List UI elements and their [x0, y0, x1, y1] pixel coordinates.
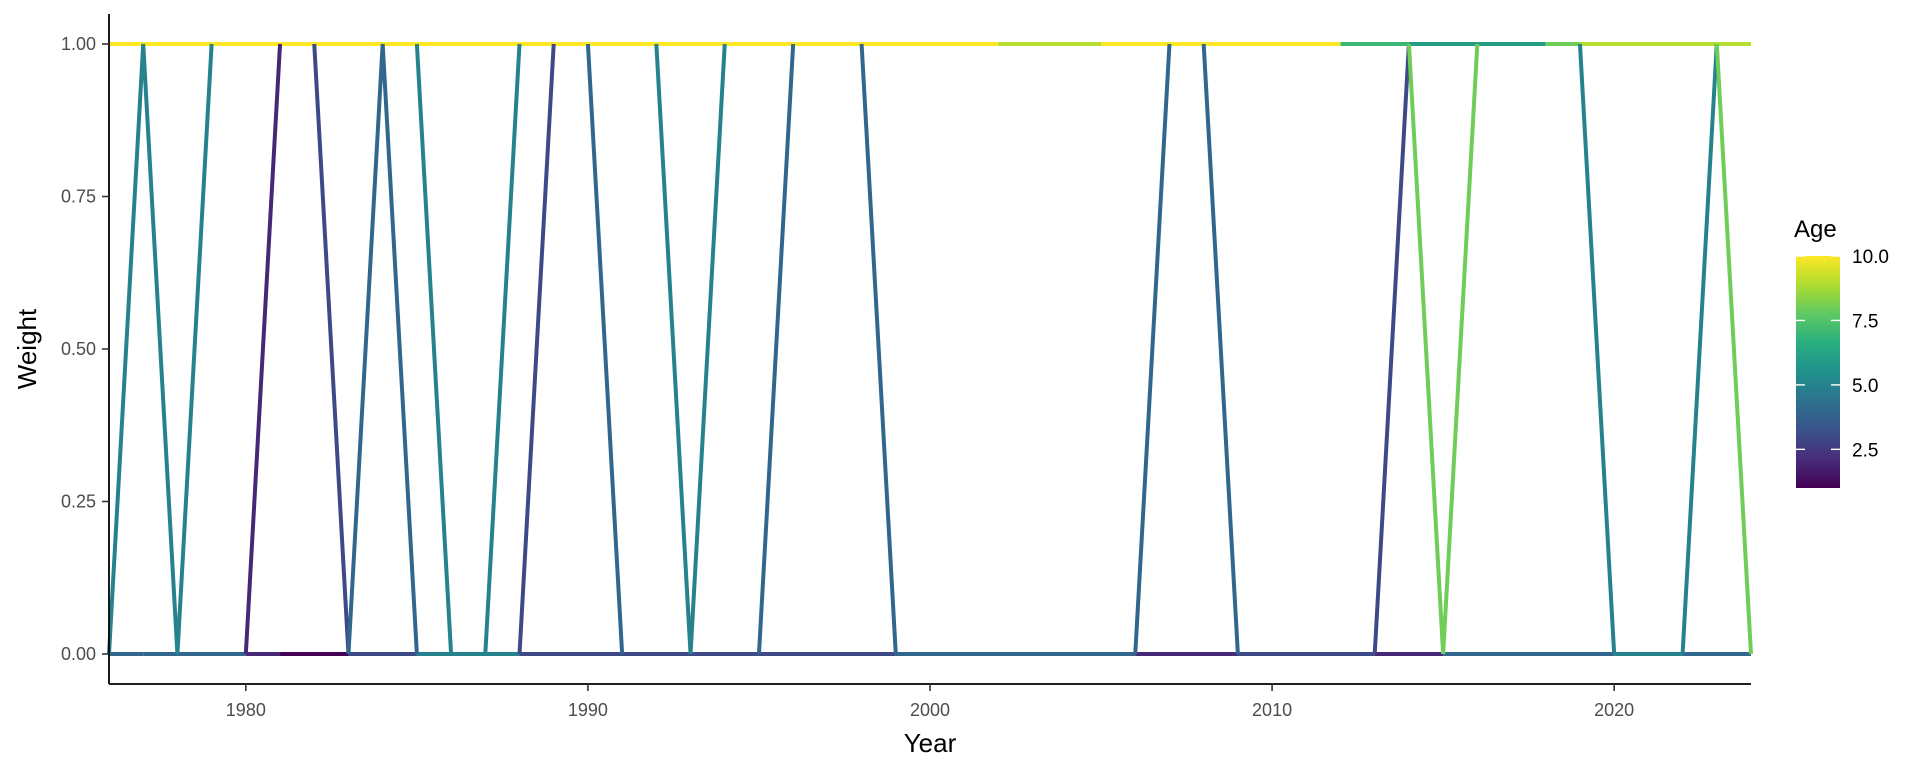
x-tick-label: 1980 [226, 700, 266, 720]
weight-line-14 [1201, 43, 1240, 655]
colorbar-ticks: 2.5 5.0 7.5 10.0 [1796, 247, 1889, 461]
colorbar [1796, 256, 1840, 488]
weight-line-10 [688, 43, 727, 655]
y-axis-title: Weight [12, 308, 42, 389]
weight-line-2 [243, 43, 283, 655]
weight-line-7 [517, 43, 556, 655]
weight-line-1 [175, 43, 214, 655]
weight-line-18 [1577, 43, 1617, 655]
weight-line-16 [1406, 43, 1446, 655]
colorbar-tick-label: 2.5 [1852, 440, 1878, 461]
colorbar-tick-label: 10.0 [1852, 247, 1889, 268]
weight-line-8 [585, 43, 625, 655]
x-tick-label: 2020 [1594, 700, 1634, 720]
x-tick-label: 2010 [1252, 700, 1292, 720]
weight-line-15 [1372, 43, 1411, 655]
y-tick-label: 0.75 [61, 187, 96, 207]
weight-line-6 [483, 43, 522, 655]
weight-line-9 [654, 43, 693, 655]
y-tick-label: 0.50 [61, 339, 96, 359]
weight-line-13 [1133, 43, 1172, 655]
weight-line-12 [859, 43, 898, 655]
weight-line-17 [1441, 43, 1480, 655]
y-ticks: 0.00 0.25 0.50 0.75 1.00 [61, 34, 109, 664]
x-tick-label: 1990 [568, 700, 608, 720]
weight-line-0 [107, 43, 180, 655]
x-ticks: 1980 1990 2000 2010 2020 [226, 684, 1634, 720]
weight-line-3 [312, 43, 351, 655]
weight-line-4 [346, 43, 419, 655]
y-tick-label: 1.00 [61, 34, 96, 54]
x-tick-label: 2000 [910, 700, 950, 720]
axes [108, 14, 1751, 685]
colorbar-tick-label: 5.0 [1852, 376, 1878, 397]
colorbar-tick-label: 7.5 [1852, 311, 1878, 332]
weight-line-11 [756, 43, 796, 655]
plot-area [107, 42, 1753, 656]
y-tick-label: 0.25 [61, 492, 96, 512]
weight-line-5 [414, 43, 454, 655]
y-tick-label: 0.00 [61, 644, 96, 664]
x-axis-title: Year [904, 728, 957, 758]
legend: Age 2.5 5.0 7.5 10.0 [1794, 216, 1889, 488]
legend-title: Age [1794, 216, 1837, 243]
weight-line-19 [1680, 43, 1719, 655]
weight-line-20 [1714, 43, 1753, 655]
